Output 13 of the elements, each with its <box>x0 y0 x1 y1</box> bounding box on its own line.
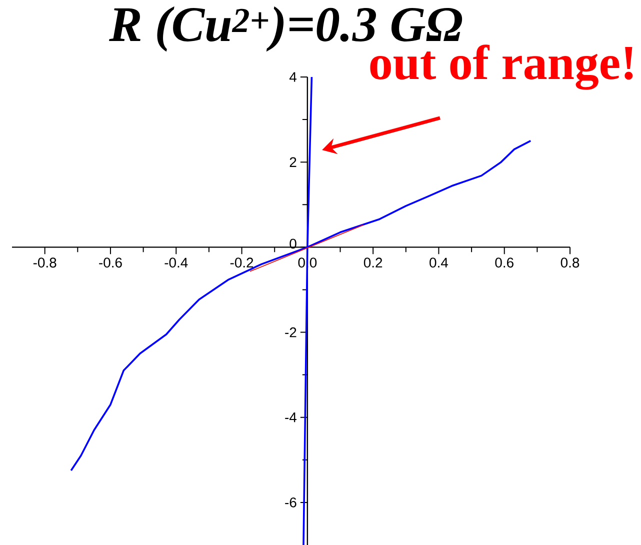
x-tick-label: 0.6 <box>495 258 514 268</box>
x-tick-label: -0.2 <box>230 258 254 268</box>
y-tick-label: -4 <box>285 412 296 422</box>
x-tick-label: 0.2 <box>364 258 382 268</box>
x-tick-label: 0.4 <box>430 258 448 268</box>
x-tick-label: 0.8 <box>560 258 580 268</box>
y-tick-label: 4 <box>289 72 296 82</box>
y-tick-label: -6 <box>285 497 296 508</box>
x-tick-label: -0.4 <box>164 258 188 268</box>
x-tick-label: -0.6 <box>99 258 122 268</box>
x-tick-label: -0.8 <box>33 258 56 268</box>
y-tick-label: 2 <box>290 157 296 167</box>
y-tick-label: -2 <box>285 327 296 338</box>
